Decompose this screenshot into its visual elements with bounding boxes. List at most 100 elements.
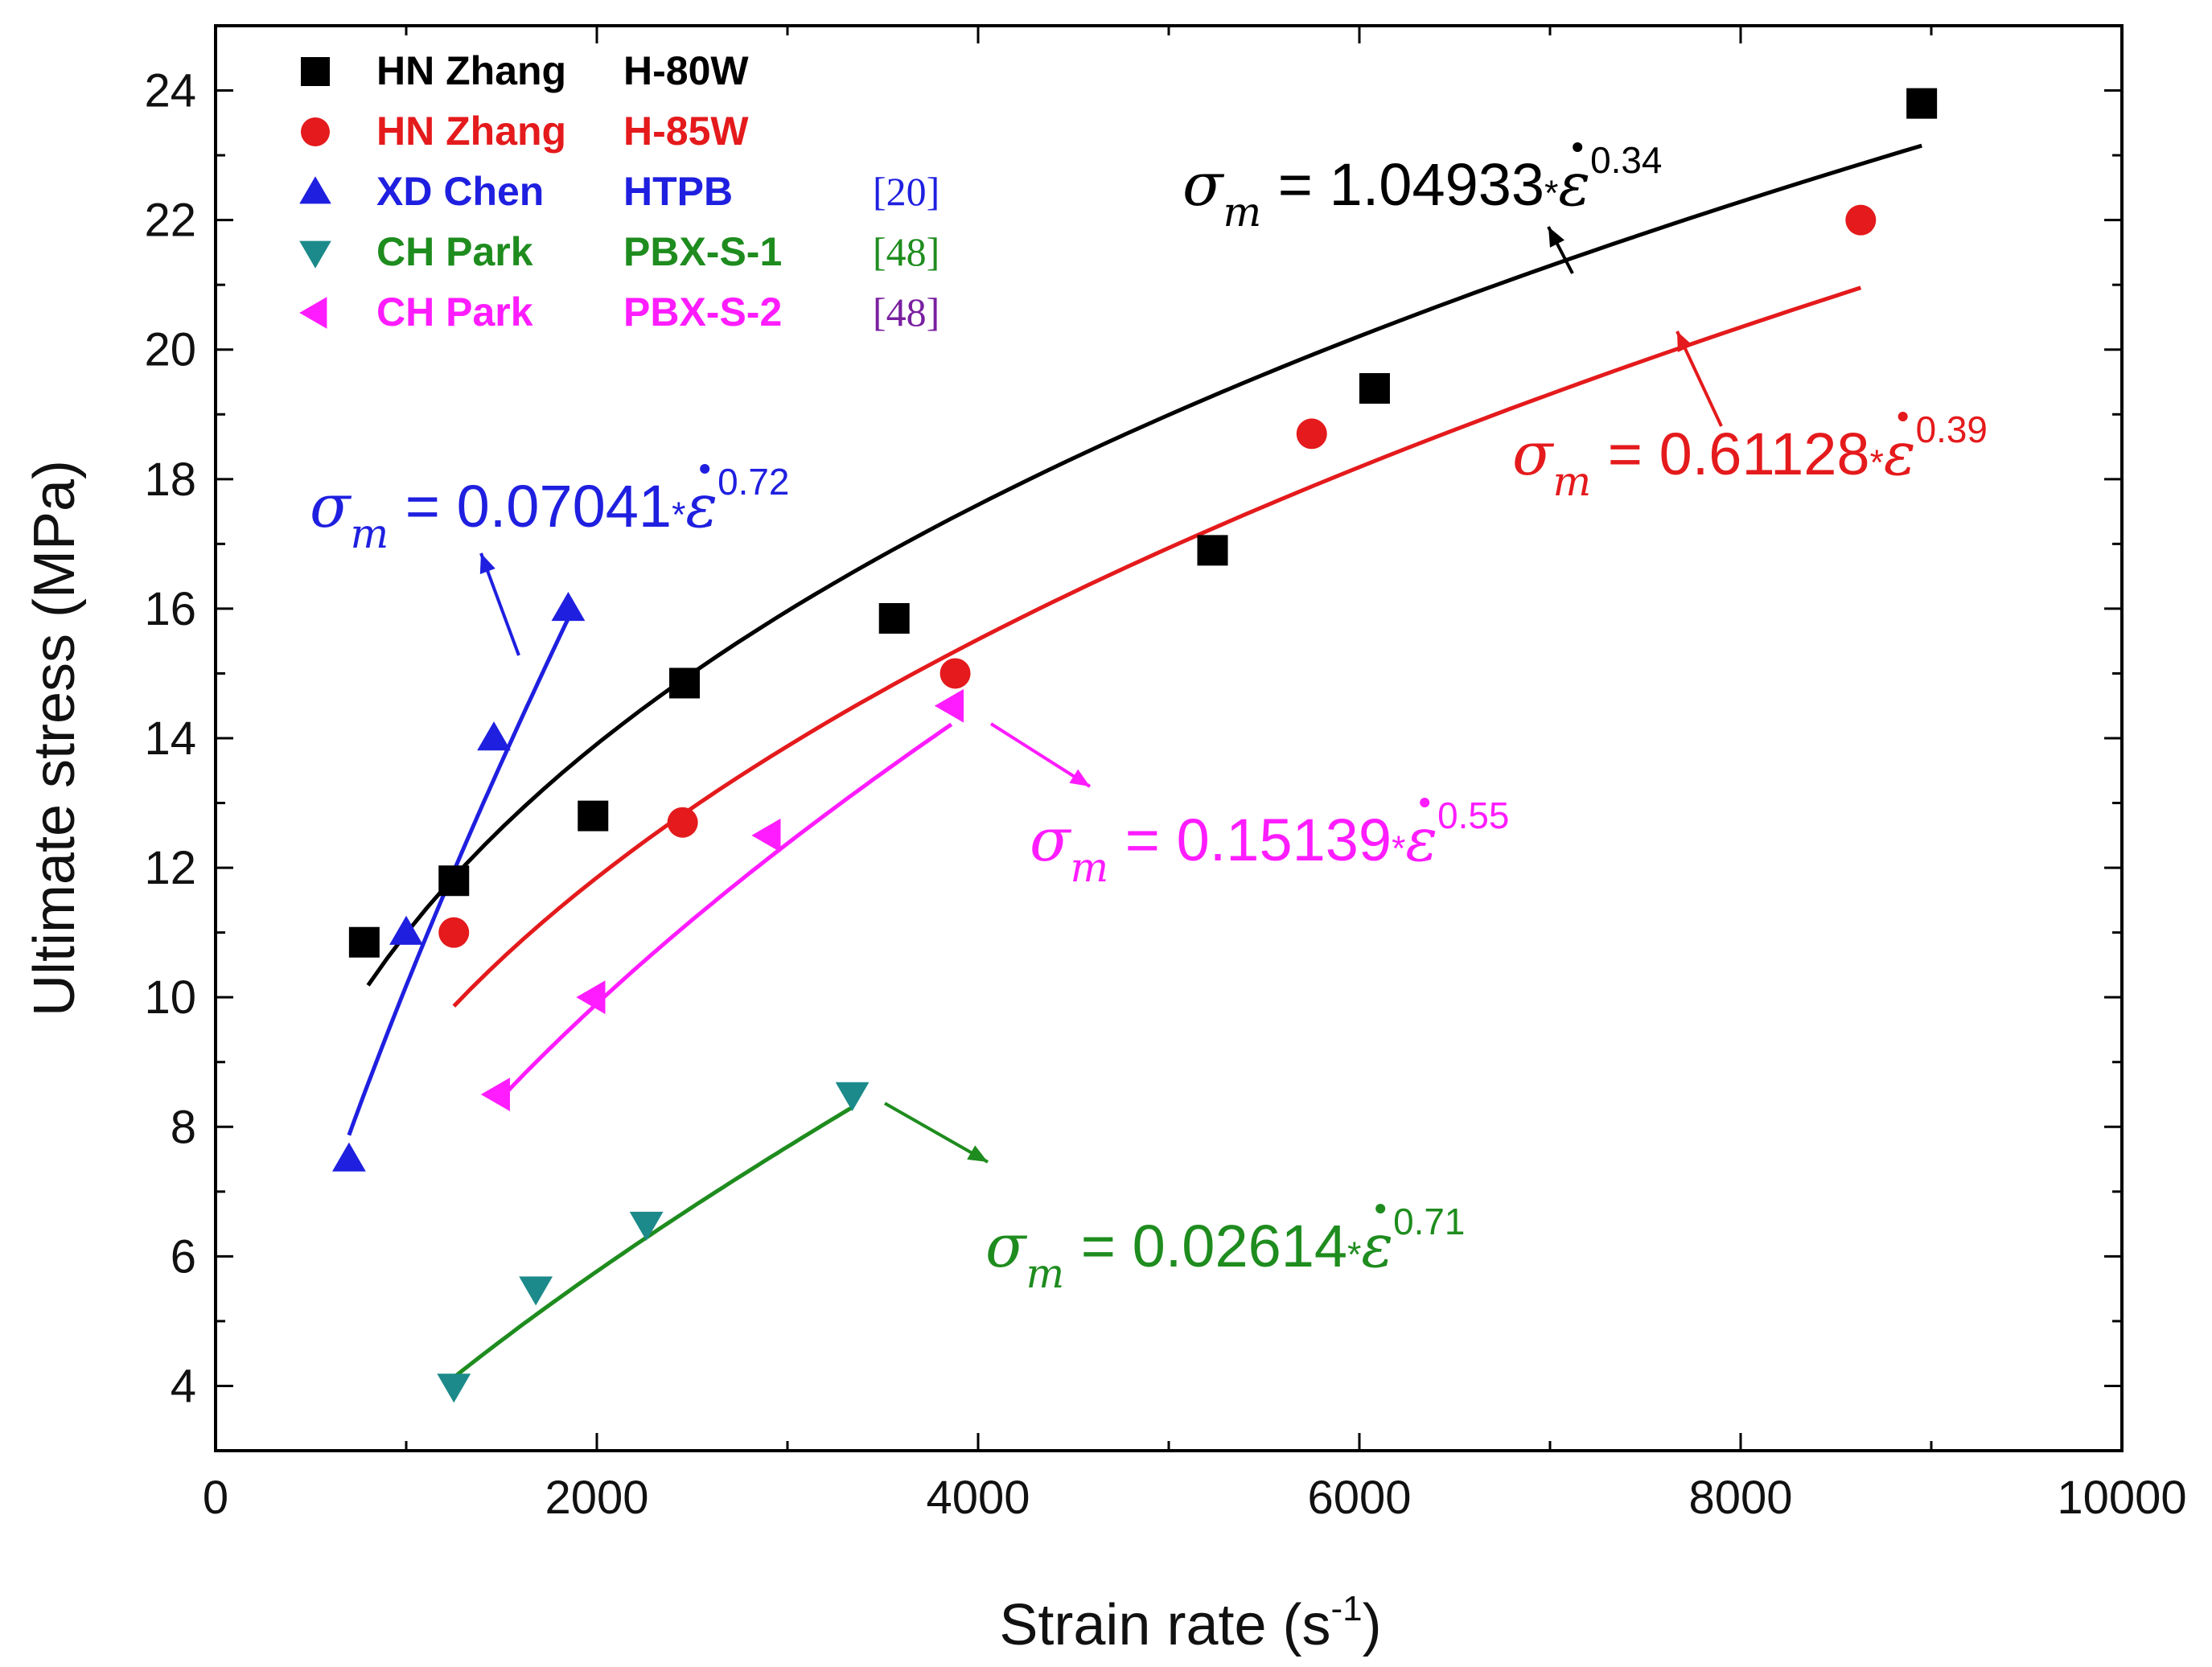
equation-sigma: σ [310, 472, 352, 541]
equation-multiply: * [1544, 174, 1558, 213]
y-tick-label: 10 [144, 971, 196, 1024]
fit-equation: σm = 0.07041*ε0.72 [310, 461, 789, 557]
legend-marker [299, 240, 331, 269]
equation-exponent: 0.55 [1437, 794, 1509, 836]
data-point [519, 1276, 553, 1306]
legend-material: H-85W [623, 109, 749, 154]
y-tick-label: 24 [144, 65, 196, 117]
y-tick-label: 12 [144, 842, 196, 894]
equation-arrowhead [1548, 227, 1564, 248]
x-axis: 0 2000 4000 6000 8000 10000 [203, 26, 2187, 1524]
equation-subscript: m [1223, 188, 1262, 236]
equation-subscript: m [1026, 1250, 1065, 1297]
equation-coefficient: 0.02614 [1133, 1213, 1348, 1279]
data-point [389, 915, 423, 945]
data-point [551, 592, 586, 622]
data-point [438, 917, 470, 948]
equation-epsilon: ε [1558, 150, 1590, 220]
y-axis-title: Ultimate stress (MPa) [23, 460, 87, 1016]
fit-equation: σm = 0.61128*ε0.39 [1512, 409, 1988, 505]
equation-multiply: * [1347, 1235, 1361, 1275]
y-tick-label: 4 [171, 1360, 196, 1412]
data-point [667, 807, 698, 838]
data-point [1197, 535, 1228, 566]
fit-equation: σm = 1.04933*ε0.34 [1182, 139, 1662, 236]
x-axis-title-end: ) [1363, 1593, 1382, 1657]
equation-rate-dot [1573, 142, 1583, 152]
equation-equals: = [1108, 807, 1176, 873]
equation-exponent: 0.39 [1916, 409, 1988, 450]
equation-equals: = [389, 473, 456, 540]
x-tick-label: 10000 [2057, 1472, 2186, 1524]
legend-name: HN Zhang [376, 109, 566, 154]
data-point [348, 926, 380, 958]
data-point [477, 721, 511, 751]
equation-subscript: m [351, 510, 389, 557]
equation-sigma: σ [1182, 150, 1225, 220]
equation-rate-dot [1420, 798, 1430, 807]
data-point [1296, 418, 1327, 450]
legend-marker [299, 176, 331, 204]
equation-subscript: m [1553, 458, 1592, 505]
legend-name: XD Chen [376, 169, 544, 214]
equation-coefficient: 0.15139 [1177, 807, 1392, 873]
data-point [878, 602, 910, 634]
legend-marker [301, 57, 330, 86]
legend-reference: [48] [873, 289, 939, 335]
fit-line [452, 1105, 853, 1379]
equation-equals: = [1261, 151, 1329, 218]
data-point [629, 1211, 664, 1241]
equation-subscript: m [1071, 844, 1109, 891]
y-tick-label: 6 [171, 1230, 196, 1283]
legend-reference: [48] [873, 229, 939, 274]
y-tick-label: 20 [144, 324, 196, 376]
equation-sigma: σ [1030, 806, 1072, 875]
data-point [576, 980, 606, 1015]
equation-multiply: * [672, 495, 685, 535]
data-point [934, 688, 964, 723]
legend: HN Zhang H-80W HN Zhang H-85W XD Chen HTPB [20… [299, 48, 939, 335]
equation-sigma: σ [985, 1212, 1028, 1281]
y-tick-label: 14 [144, 712, 196, 765]
equation-arrowhead [1677, 331, 1693, 352]
x-tick-label: 0 [203, 1472, 228, 1524]
data-point [939, 658, 971, 689]
y-axis: 4 6 8 10 12 14 16 18 20 22 24 [144, 24, 2122, 1452]
data-points [332, 88, 1938, 1403]
equation-epsilon: ε [1361, 1212, 1393, 1281]
data-point [438, 865, 470, 897]
data-point [835, 1082, 870, 1111]
equation-exponent: 0.34 [1590, 139, 1662, 181]
x-tick-label: 4000 [926, 1472, 1030, 1524]
equation-arrowhead [479, 553, 495, 574]
equation-coefficient: 1.04933 [1330, 151, 1545, 218]
fit-line [366, 143, 1922, 987]
x-axis-title: Strain rate (s-1) [999, 1589, 1381, 1657]
data-point [1845, 204, 1877, 236]
x-tick-label: 2000 [545, 1472, 648, 1524]
legend-reference: [20] [873, 169, 939, 214]
equation-epsilon: ε [1405, 806, 1437, 875]
equation-sigma: σ [1512, 420, 1555, 489]
legend-name: CH Park [376, 229, 533, 274]
equation-equals: = [1064, 1213, 1132, 1279]
equation-multiply: * [1870, 443, 1884, 482]
equation-arrow [989, 722, 1092, 788]
x-axis-title-superscript: -1 [1331, 1589, 1363, 1628]
equation-exponent: 0.71 [1393, 1201, 1465, 1242]
fit-equation: σm = 0.15139*ε0.55 [1030, 794, 1509, 891]
equation-exponent: 0.72 [717, 461, 789, 503]
data-point [578, 800, 609, 831]
y-tick-label: 18 [144, 454, 196, 506]
data-point [437, 1373, 471, 1403]
data-point [332, 1142, 366, 1172]
legend-material: PBX-S-2 [623, 289, 782, 335]
data-point [1906, 88, 1938, 119]
x-tick-label: 8000 [1688, 1472, 1792, 1524]
legend-material: H-80W [623, 48, 749, 93]
equation-equals: = [1591, 421, 1659, 487]
y-tick-label: 8 [171, 1101, 196, 1153]
x-tick-label: 6000 [1307, 1472, 1411, 1524]
y-tick-label: 22 [144, 195, 196, 247]
